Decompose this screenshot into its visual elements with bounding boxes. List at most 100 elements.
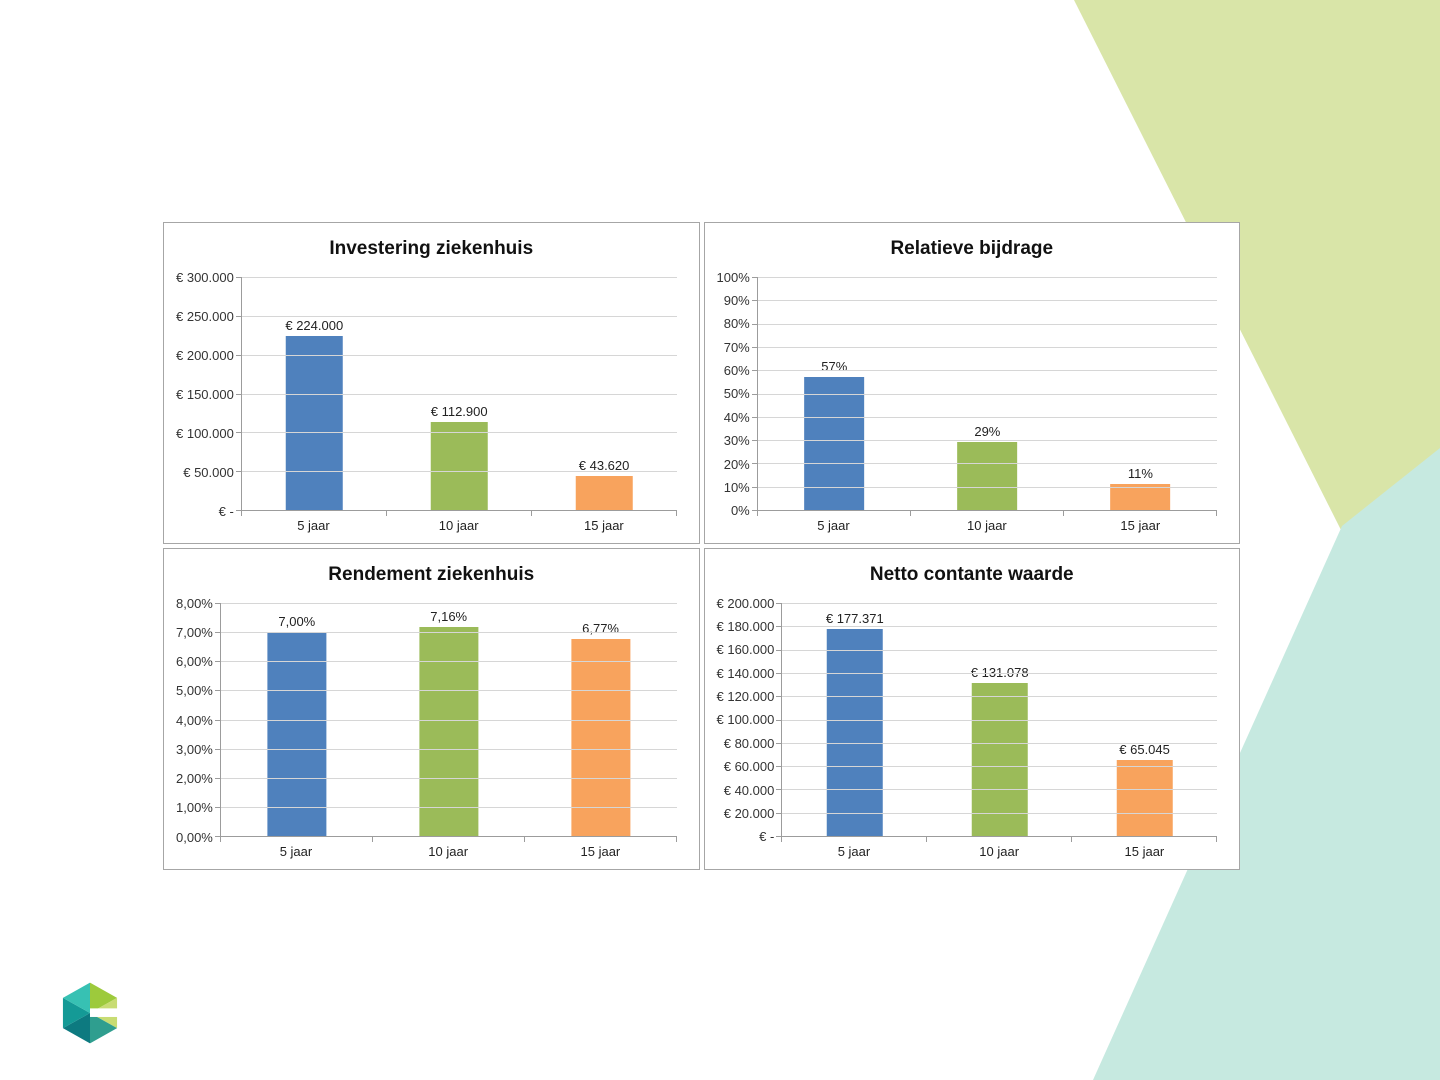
y-axis-tick-mark: [235, 393, 242, 395]
y-axis-tick-label: 1,00%: [176, 800, 213, 816]
x-axis-tick-mark: [781, 836, 783, 842]
y-axis-tick-label: € 200.000: [716, 595, 775, 611]
chart-panel-investering-ziekenhuis: Investering ziekenhuis € 300.000 € 250.00…: [163, 222, 700, 544]
bars: € 224.000 € 112.900 € 43.620: [242, 277, 677, 510]
x-axis-tick-mark: [530, 510, 532, 516]
bar-slot: 7,00%: [221, 603, 373, 836]
gridline: [241, 277, 677, 278]
y-axis-tick-label: € 80.000: [723, 735, 775, 751]
chart-panel-netto-contante-waarde: Netto contante waarde € 200.000 € 180.000…: [703, 548, 1240, 870]
bar-10-jaar: [957, 442, 1018, 510]
gridline: [220, 632, 677, 634]
gridline: [782, 649, 1217, 651]
y-axis-tick-label: € 100.000: [176, 425, 234, 441]
y-axis-tick-mark: [776, 766, 783, 768]
y-axis: 100% 90% 80% 70% 60% 50% 40% 30% 20% 10% 0%: [717, 270, 757, 519]
x-axis-tick-mark: [385, 510, 387, 516]
x-axis-tick-mark: [1216, 836, 1217, 842]
gridline: [757, 346, 1217, 348]
y-axis-tick-mark: [751, 440, 758, 442]
x-axis-tick-mark: [1062, 510, 1064, 516]
bar-value-label: € 65.045: [1119, 742, 1170, 758]
plot-area: € 177.371 € 131.078 € 65.045: [776, 603, 1217, 842]
y-axis: 8,00% 7,00% 6,00% 5,00% 4,00% 3,00% 2,00% 1,00%…: [176, 596, 220, 845]
y-axis: € 300.000 € 250.000 € 200.000 € 150.000 € 10…: [176, 270, 241, 519]
chart-body: € 200.000 € 180.000 € 160.000 € 140.000 € 12…: [705, 593, 1240, 869]
y-axis-tick-mark: [776, 836, 783, 837]
y-axis-tick-mark: [751, 510, 758, 511]
bar-10-jaar: [419, 627, 479, 836]
bar-slot: € 65.045: [1072, 603, 1217, 836]
bar-slot: € 177.371: [782, 603, 927, 836]
chart-title: Rendement ziekenhuis: [328, 564, 535, 585]
y-axis-tick-label: 60%: [723, 363, 750, 379]
y-axis-tick-label: 5,00%: [176, 683, 213, 699]
bar-15-jaar: [575, 476, 633, 510]
y-axis-tick-label: 8,00%: [176, 595, 213, 611]
y-axis-tick-mark: [776, 789, 783, 791]
y-axis-tick-mark: [235, 510, 242, 511]
gridline: [241, 471, 677, 473]
y-axis-tick-label: € 150.000: [176, 386, 234, 402]
bar-slot: € 43.620: [532, 277, 677, 510]
chart-panel-relatieve-bijdrage: Relatieve bijdrage 100% 90% 80% 70% 60% 50% 40…: [703, 222, 1240, 544]
bar-value-label: € 43.620: [578, 458, 630, 474]
y-axis-tick-label: 30%: [723, 433, 750, 449]
y-axis-tick-label: 6,00%: [176, 654, 213, 669]
x-axis: 5 jaar 10 jaar 15 jaar: [757, 511, 1217, 537]
gridline: [757, 416, 1217, 418]
bar-value-label: 11%: [1127, 466, 1153, 482]
y-axis-tick-mark: [235, 471, 242, 473]
x-axis-tick-mark: [675, 836, 677, 842]
gridline: [782, 742, 1217, 744]
bar-10-jaar: [971, 683, 1028, 836]
y-axis-tick-label: € 250.000: [176, 308, 234, 324]
x-axis-category-label: 10 jaar: [428, 844, 469, 859]
chart-body: € 300.000 € 250.000 € 200.000 € 150.000 € 10…: [164, 267, 699, 543]
bar-15-jaar: [570, 638, 631, 836]
y-axis-tick-label: € 140.000: [716, 665, 775, 681]
y-axis-tick-label: 50%: [723, 386, 750, 402]
hexagon-g-logo: [62, 982, 120, 1044]
y-axis-tick-mark: [776, 696, 783, 698]
gridline: [757, 300, 1217, 302]
bar-value-label: € 131.078: [970, 665, 1029, 681]
x-axis-category-label: 10 jaar: [967, 518, 1007, 533]
x-axis-tick-mark: [219, 836, 221, 842]
bar-15-jaar: [1110, 484, 1171, 510]
y-axis-tick-mark: [214, 719, 221, 721]
x-axis-tick-mark: [240, 510, 242, 516]
gridline: [782, 696, 1217, 698]
y-axis-tick-mark: [214, 836, 221, 837]
chart-title: Relatieve bijdrage: [890, 238, 1054, 259]
y-axis-tick-label: € 160.000: [716, 642, 775, 658]
y-axis-tick-label: € 40.000: [723, 782, 775, 798]
gridline: [241, 393, 677, 395]
x-axis-tick-mark: [926, 836, 928, 842]
y-axis-tick-label: € 50.000: [183, 464, 234, 480]
bar-slot: 57%: [758, 277, 911, 510]
chart-title: Investering ziekenhuis: [329, 238, 534, 259]
bar-slot: 29%: [911, 277, 1064, 510]
bar-value-label: € 112.900: [430, 404, 488, 420]
bar-slot: € 112.900: [387, 277, 532, 510]
y-axis-tick-mark: [776, 649, 783, 651]
plot-area: 7,00% 7,16% 6,77%: [214, 603, 677, 842]
x-axis: 5 jaar 10 jaar 15 jaar: [241, 511, 677, 537]
y-axis-tick-label: 40%: [723, 409, 750, 425]
plot-area: 57% 29% 11%: [751, 277, 1217, 516]
gridline: [757, 370, 1217, 372]
chart-title: Netto contante waarde: [869, 564, 1074, 585]
x-axis-category-label: 15 jaar: [584, 518, 624, 533]
y-axis-tick-label: 0,00%: [176, 829, 213, 845]
bar-slot: € 224.000: [242, 277, 387, 510]
x-axis-tick-mark: [756, 510, 758, 516]
gridline: [220, 777, 677, 779]
gridline: [782, 719, 1217, 721]
x-axis-tick-mark: [1071, 836, 1073, 842]
y-axis-tick-label: 20%: [723, 456, 750, 472]
bar-slot: 6,77%: [525, 603, 677, 836]
gridline: [241, 354, 677, 356]
x-axis-category-label: 5 jaar: [279, 844, 313, 859]
